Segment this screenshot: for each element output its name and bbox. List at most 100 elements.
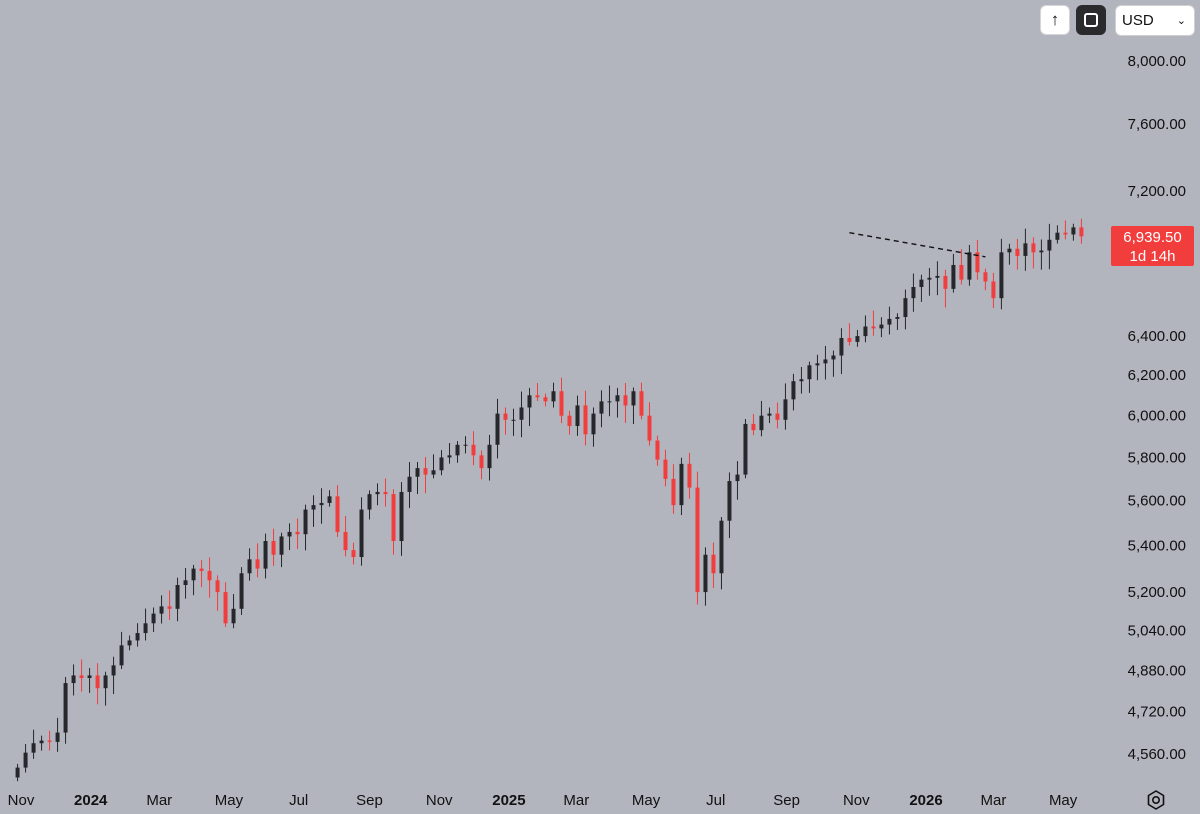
- candle-up: [839, 338, 844, 356]
- candle-up: [831, 355, 836, 360]
- candle-up: [143, 623, 148, 634]
- candle-down: [391, 494, 396, 541]
- candle-up: [935, 275, 940, 278]
- candle-down: [751, 423, 756, 431]
- candle-down: [479, 455, 484, 469]
- bar-countdown: 1d 14h: [1129, 248, 1176, 265]
- candle-down: [207, 570, 212, 581]
- x-tick-label: Sep: [773, 792, 800, 809]
- candle-down: [983, 272, 988, 282]
- y-tick-label: 7,600.00: [1128, 116, 1186, 133]
- candle-down: [255, 559, 260, 569]
- candle-down: [503, 413, 508, 420]
- candle-up: [887, 318, 892, 325]
- candle-down: [655, 440, 660, 460]
- x-tick-label: Mar: [980, 792, 1006, 809]
- candle-down: [471, 444, 476, 456]
- y-tick-label: 4,880.00: [1128, 662, 1186, 679]
- y-tick-label: 6,000.00: [1128, 408, 1186, 425]
- candle-down: [975, 252, 980, 273]
- candle-down: [647, 415, 652, 441]
- candle-up: [799, 379, 804, 382]
- candle-down: [1063, 232, 1068, 235]
- log-scale-button[interactable]: ↑: [1040, 5, 1070, 35]
- candle-down: [47, 740, 52, 742]
- candle-up: [111, 665, 116, 676]
- candle-up: [1039, 250, 1044, 253]
- auto-scale-button[interactable]: [1076, 5, 1106, 35]
- candle-up: [807, 365, 812, 380]
- candle-up: [263, 540, 268, 569]
- candle-down: [959, 264, 964, 280]
- candle-up: [607, 401, 612, 403]
- y-tick-label: 6,200.00: [1128, 367, 1186, 384]
- y-tick-label: 4,560.00: [1128, 746, 1186, 763]
- trendline[interactable]: [849, 231, 986, 258]
- candle-down: [295, 531, 300, 535]
- candle-up: [135, 633, 140, 641]
- candle-down: [991, 281, 996, 299]
- candle-down: [695, 487, 700, 593]
- candle-down: [335, 496, 340, 532]
- candle-up: [31, 743, 36, 753]
- currency-select[interactable]: USD ⌄: [1115, 5, 1195, 36]
- candle-up: [455, 444, 460, 456]
- candle-up: [591, 413, 596, 435]
- candle-up: [463, 444, 468, 446]
- candle-up: [727, 481, 732, 521]
- candle-down: [271, 540, 276, 555]
- candle-down: [583, 405, 588, 435]
- candle-up: [919, 279, 924, 288]
- candle-up: [239, 573, 244, 609]
- candle-up: [231, 608, 236, 624]
- candle-up: [703, 554, 708, 593]
- candle-down: [543, 397, 548, 402]
- candle-up: [679, 463, 684, 506]
- candle-up: [527, 395, 532, 408]
- candle-up: [911, 287, 916, 299]
- candle-up: [127, 640, 132, 646]
- arrow-up-icon: ↑: [1050, 10, 1060, 29]
- candle-up: [327, 496, 332, 503]
- candle-up: [951, 264, 956, 289]
- candle-up: [615, 395, 620, 402]
- candle-up: [367, 494, 372, 510]
- candle-down: [671, 478, 676, 506]
- candle-up: [487, 444, 492, 469]
- candle-up: [791, 381, 796, 400]
- x-tick-label: Mar: [146, 792, 172, 809]
- gear-icon[interactable]: [1144, 788, 1168, 812]
- x-tick-label: Mar: [563, 792, 589, 809]
- candle-down: [559, 391, 564, 416]
- candle-up: [743, 423, 748, 475]
- y-tick-label: 5,040.00: [1128, 623, 1186, 640]
- price-axis[interactable]: 8,000.00 7,600.00 7,200.00 6,400.00 6,200.00…: [1128, 53, 1186, 763]
- candle-down: [383, 491, 388, 495]
- time-axis[interactable]: Nov 2024 Mar May Jul Sep Nov 2025 Mar May Jul Sep No…: [8, 792, 1078, 809]
- candle-up: [999, 252, 1004, 299]
- candle-down: [687, 463, 692, 488]
- candle-up: [159, 606, 164, 614]
- candle-up: [359, 509, 364, 558]
- candle-down: [167, 606, 172, 609]
- x-tick-label: 2026: [909, 792, 942, 809]
- x-tick-label: May: [215, 792, 244, 809]
- x-tick-label: Nov: [843, 792, 870, 809]
- x-tick-label: Jul: [706, 792, 725, 809]
- candle-down: [1031, 243, 1036, 253]
- candle-up: [447, 455, 452, 458]
- candle-up: [23, 752, 28, 768]
- candle-up: [415, 468, 420, 477]
- x-tick-label: May: [632, 792, 661, 809]
- candle-up: [551, 391, 556, 402]
- x-tick-label: Nov: [426, 792, 453, 809]
- x-tick-label: 2024: [74, 792, 108, 809]
- y-tick-label: 5,400.00: [1128, 538, 1186, 555]
- candle-up: [767, 413, 772, 416]
- candle-up: [175, 584, 180, 609]
- candle-down: [847, 338, 852, 342]
- candles-layer: [15, 218, 1084, 782]
- candle-down: [639, 391, 644, 416]
- candle-down: [943, 275, 948, 289]
